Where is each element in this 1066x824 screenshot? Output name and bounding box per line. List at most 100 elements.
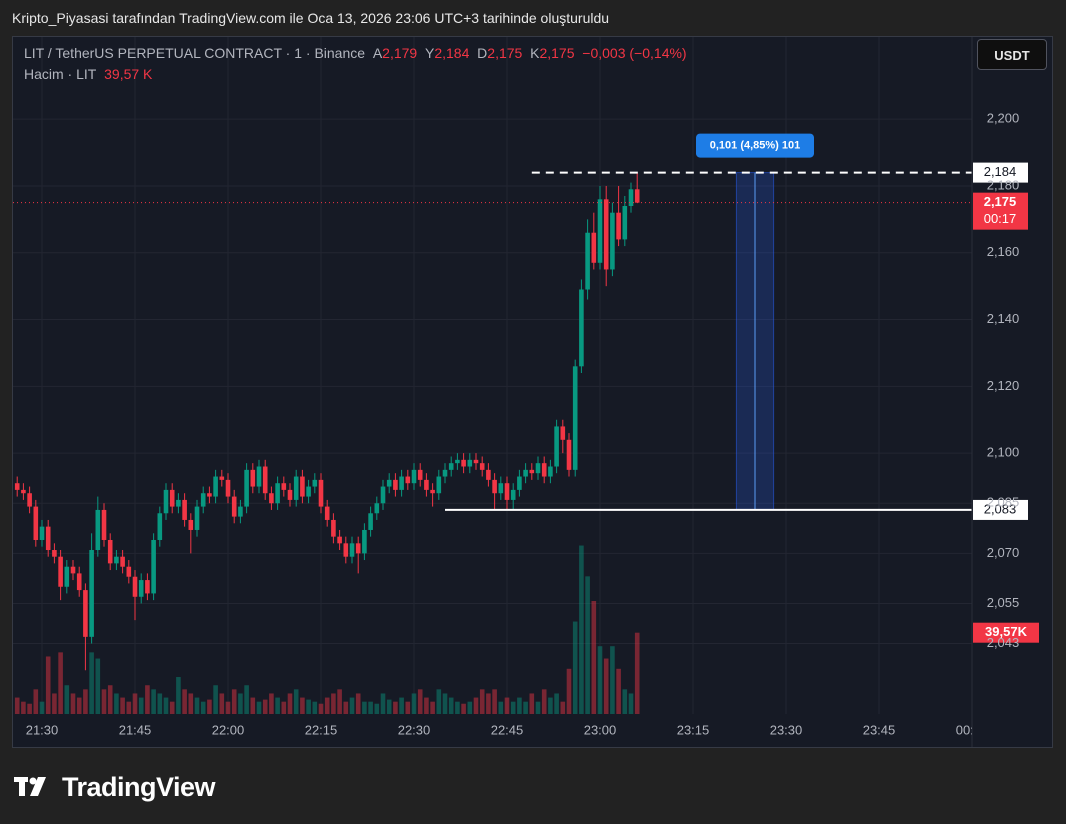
- last-price-box: [973, 192, 1028, 230]
- candle-body: [504, 483, 510, 500]
- candle-body: [269, 493, 274, 504]
- y-tick-label: 2,120: [987, 378, 1020, 393]
- candle-body: [455, 459, 460, 464]
- candle-body: [343, 543, 349, 557]
- volume-bar: [560, 701, 566, 714]
- candle-body: [200, 493, 206, 507]
- volume-bar: [411, 693, 417, 714]
- candle-body: [101, 509, 107, 540]
- candle-body: [231, 496, 237, 517]
- candle-body: [45, 526, 51, 551]
- candle-body: [337, 536, 342, 544]
- volume-bar: [616, 668, 621, 714]
- currency-button[interactable]: USDT: [977, 39, 1047, 70]
- volume-bar: [492, 689, 497, 714]
- volume-bar: [188, 693, 194, 714]
- volume-bar: [194, 697, 200, 714]
- candle-body: [566, 439, 572, 470]
- volume-bar: [238, 693, 243, 714]
- volume-bar: [256, 701, 262, 714]
- x-tick-label: 23:00: [584, 722, 617, 737]
- candle-body: [554, 426, 559, 467]
- volume-bar: [473, 697, 479, 714]
- candle-body: [386, 479, 392, 487]
- volume-bar: [368, 701, 373, 714]
- candle-body: [442, 469, 448, 477]
- candle-body: [39, 526, 45, 540]
- high-label: Y: [425, 45, 435, 61]
- candle-body: [628, 189, 634, 207]
- candle-body: [405, 476, 411, 484]
- volume-bar: [312, 701, 318, 714]
- symbol: LIT / TetherUS PERPETUAL CONTRACT · 1 · …: [24, 45, 366, 61]
- candle-body: [324, 506, 330, 520]
- volume-bar: [510, 701, 516, 714]
- volume-bar: [523, 701, 528, 714]
- volume-bar: [262, 699, 268, 714]
- candle-body: [510, 489, 516, 500]
- line-price-label: 2,184: [984, 164, 1017, 179]
- candle-body: [473, 459, 479, 464]
- candle-body: [21, 489, 26, 494]
- volume-bar: [585, 576, 590, 714]
- volume-bar: [461, 703, 466, 714]
- candle-body: [293, 476, 299, 500]
- candle-body: [393, 479, 398, 490]
- volume-bar: [517, 697, 522, 714]
- volume-bar: [114, 693, 119, 714]
- candle-body: [138, 580, 144, 597]
- candle-body: [548, 466, 553, 477]
- volume-bar: [33, 689, 39, 714]
- volume-bar: [200, 701, 206, 714]
- candle-body: [517, 476, 522, 490]
- candle-body: [634, 189, 640, 203]
- line-price-box: [973, 499, 1028, 520]
- candle-body: [572, 366, 578, 470]
- volume-bar: [486, 693, 491, 714]
- volume-bar: [269, 693, 274, 714]
- volume-bar: [430, 701, 435, 714]
- volume-bar: [572, 621, 578, 714]
- volume-bar: [386, 699, 392, 714]
- high-value: 2,184: [434, 45, 470, 61]
- candle-body: [318, 479, 324, 507]
- candle-body: [368, 513, 373, 530]
- candle-body: [219, 476, 225, 480]
- measure-label: 0,101 (4,85%) 101: [710, 140, 801, 152]
- y-tick-label: 2,180: [987, 177, 1020, 192]
- grid: [13, 37, 973, 714]
- candle-body: [424, 479, 429, 490]
- line-price-label: 2,083: [984, 501, 1017, 516]
- x-tick-label: 21:45: [119, 722, 152, 737]
- volume-bar: [479, 689, 485, 714]
- volume-bar: [417, 689, 423, 714]
- volume-bar: [318, 703, 324, 714]
- volume-bar: [14, 697, 20, 714]
- volume-bar: [132, 693, 138, 714]
- volume-bar: [448, 697, 454, 714]
- candle-body: [238, 506, 243, 517]
- candle-body: [312, 479, 318, 487]
- volume-bar: [331, 693, 336, 714]
- y-tick-label: 2,200: [987, 111, 1020, 126]
- candle-body: [126, 566, 132, 577]
- volume-bar: [107, 685, 113, 714]
- candle-body: [306, 486, 311, 497]
- candle-body: [89, 550, 94, 637]
- candle-body: [281, 483, 287, 490]
- volume-value: 39,57 K: [104, 66, 153, 82]
- volume-bar: [343, 701, 349, 714]
- candle-body: [492, 479, 497, 494]
- candle-body: [114, 556, 119, 564]
- candle-layer: [14, 172, 640, 671]
- volume-bar: [603, 658, 609, 714]
- candle-body: [436, 476, 442, 494]
- legend-row: LIT / TetherUS PERPETUAL CONTRACT · 1 · …: [24, 45, 687, 61]
- candle-body: [486, 469, 491, 480]
- volume-bar: [566, 668, 572, 714]
- x-tick-label: 23:15: [677, 722, 710, 737]
- volume-bar: [244, 685, 249, 714]
- candle-body: [157, 513, 163, 540]
- candle-body: [417, 469, 423, 480]
